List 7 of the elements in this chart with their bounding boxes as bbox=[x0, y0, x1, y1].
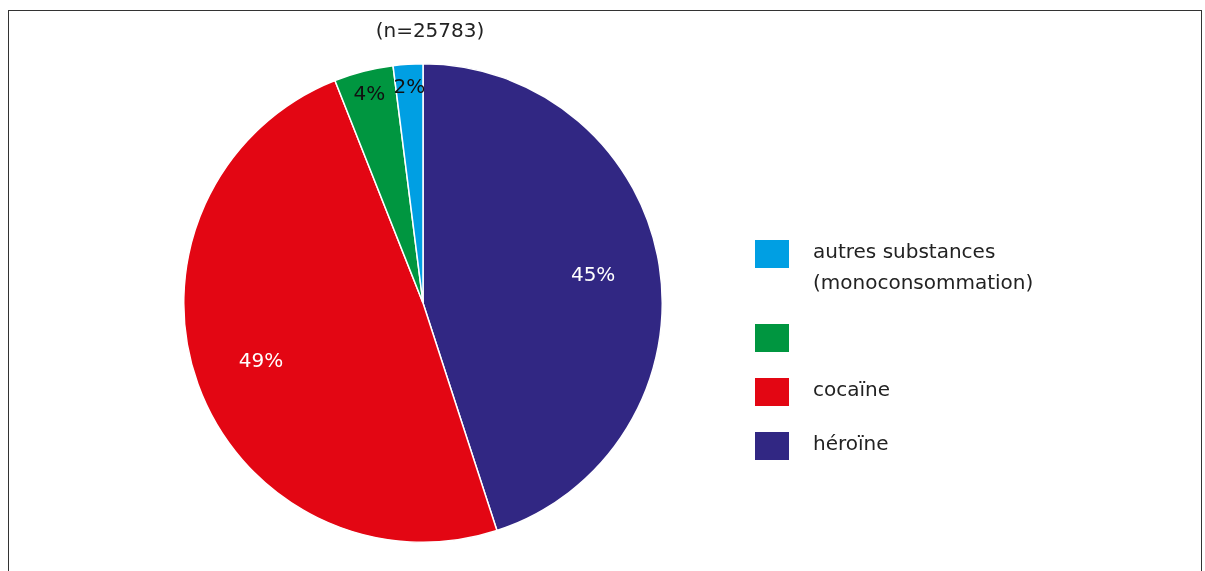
legend-label: héroïne bbox=[813, 430, 889, 457]
chart-title: (n=25783) bbox=[374, 18, 486, 42]
data-label: 4% bbox=[353, 80, 386, 105]
legend-label: cocaïne bbox=[813, 376, 891, 403]
legend-label: autres substances (monoconsommation) bbox=[813, 238, 1035, 296]
data-label: 49% bbox=[238, 347, 284, 372]
data-label: 45% bbox=[570, 262, 616, 287]
